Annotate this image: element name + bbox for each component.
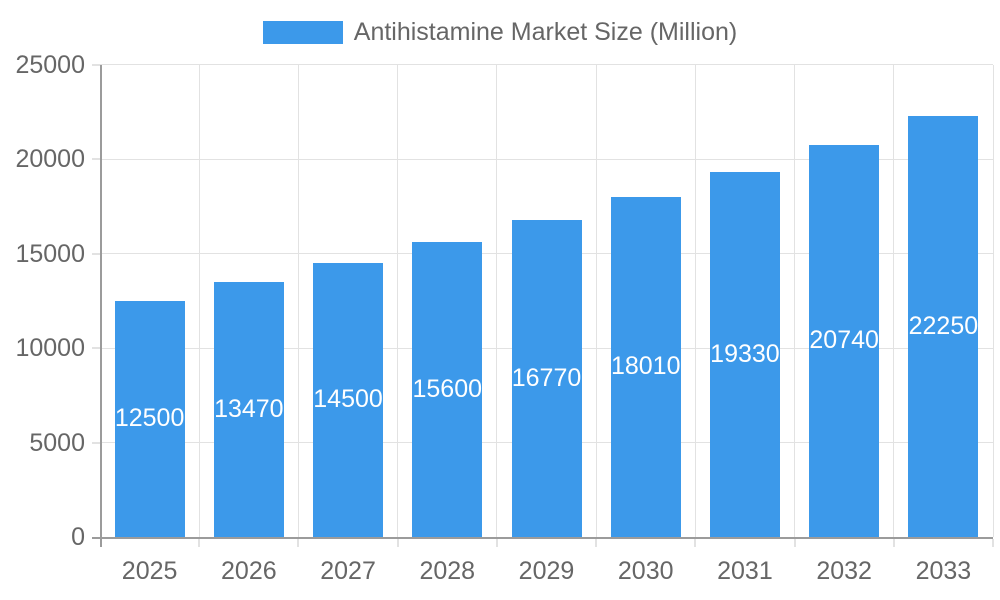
gridline-vertical: [595, 64, 597, 537]
x-axis-tick: [992, 539, 994, 547]
x-axis-tick: [694, 539, 697, 547]
y-axis-tick: [92, 347, 100, 349]
x-axis-tick: [297, 539, 300, 547]
x-axis-label: 2031: [717, 557, 773, 585]
bar[interactable]: [610, 196, 681, 538]
bar-value-label: 22250: [908, 312, 979, 341]
y-axis-label: 15000: [15, 239, 85, 268]
bar-value-label: 18010: [610, 352, 681, 381]
x-axis-tick: [198, 539, 201, 547]
bar[interactable]: [908, 116, 979, 538]
gridline-vertical: [694, 64, 696, 537]
bar[interactable]: [114, 300, 185, 538]
x-axis-label: 2033: [915, 557, 972, 585]
bar-value-label: 15600: [412, 375, 483, 404]
x-axis-label: 2027: [320, 557, 376, 585]
gridline-horizontal: [100, 64, 993, 65]
bar-value-label: 12500: [114, 404, 185, 433]
x-axis-label: 2032: [816, 557, 872, 585]
gridline-vertical: [297, 64, 299, 537]
x-axis-label: 2028: [419, 557, 476, 585]
x-axis-tick: [793, 539, 796, 547]
bar-value-label: 13470: [214, 395, 284, 424]
bar-value-label: 14500: [313, 385, 383, 414]
gridline-horizontal: [100, 158, 993, 160]
x-axis-tick: [892, 539, 895, 547]
bar[interactable]: [809, 145, 880, 538]
x-axis-tick: [595, 539, 598, 547]
y-axis-tick: [92, 441, 100, 444]
y-axis-label: 5000: [29, 428, 85, 457]
x-axis-tick: [495, 539, 498, 547]
gridline-vertical: [992, 64, 994, 537]
y-axis-tick: [92, 63, 100, 66]
bar[interactable]: [213, 282, 284, 538]
y-axis-tick: [92, 158, 100, 160]
gridline-vertical: [893, 64, 895, 537]
y-axis-label: 10000: [15, 334, 85, 362]
y-axis-label: 0: [71, 523, 85, 551]
gridline-vertical: [496, 64, 498, 537]
y-axis-tick: [92, 252, 100, 255]
x-axis-label: 2029: [518, 557, 575, 585]
bar[interactable]: [313, 262, 384, 538]
bar[interactable]: [511, 220, 582, 538]
gridline-vertical: [198, 64, 200, 537]
y-axis-line: [100, 64, 102, 547]
legend[interactable]: Antihistamine Market Size (Million): [0, 18, 1000, 47]
legend-label: Antihistamine Market Size (Million): [353, 18, 738, 46]
x-axis-label: 2025: [121, 557, 178, 585]
x-axis-line: [92, 537, 993, 539]
bar-value-label: 20740: [809, 326, 879, 355]
x-axis-tick: [396, 539, 399, 547]
y-axis-label: 20000: [15, 145, 85, 173]
bar-value-label: 16770: [511, 364, 582, 393]
bar[interactable]: [709, 171, 780, 538]
y-axis-label: 25000: [15, 50, 85, 79]
bar-value-label: 19330: [710, 339, 780, 368]
bar[interactable]: [412, 242, 483, 538]
gridline-vertical: [794, 64, 796, 537]
x-axis-label: 2026: [221, 557, 277, 585]
gridline-vertical: [397, 64, 399, 537]
x-axis-label: 2030: [617, 557, 674, 585]
legend-swatch-icon: [262, 21, 343, 45]
